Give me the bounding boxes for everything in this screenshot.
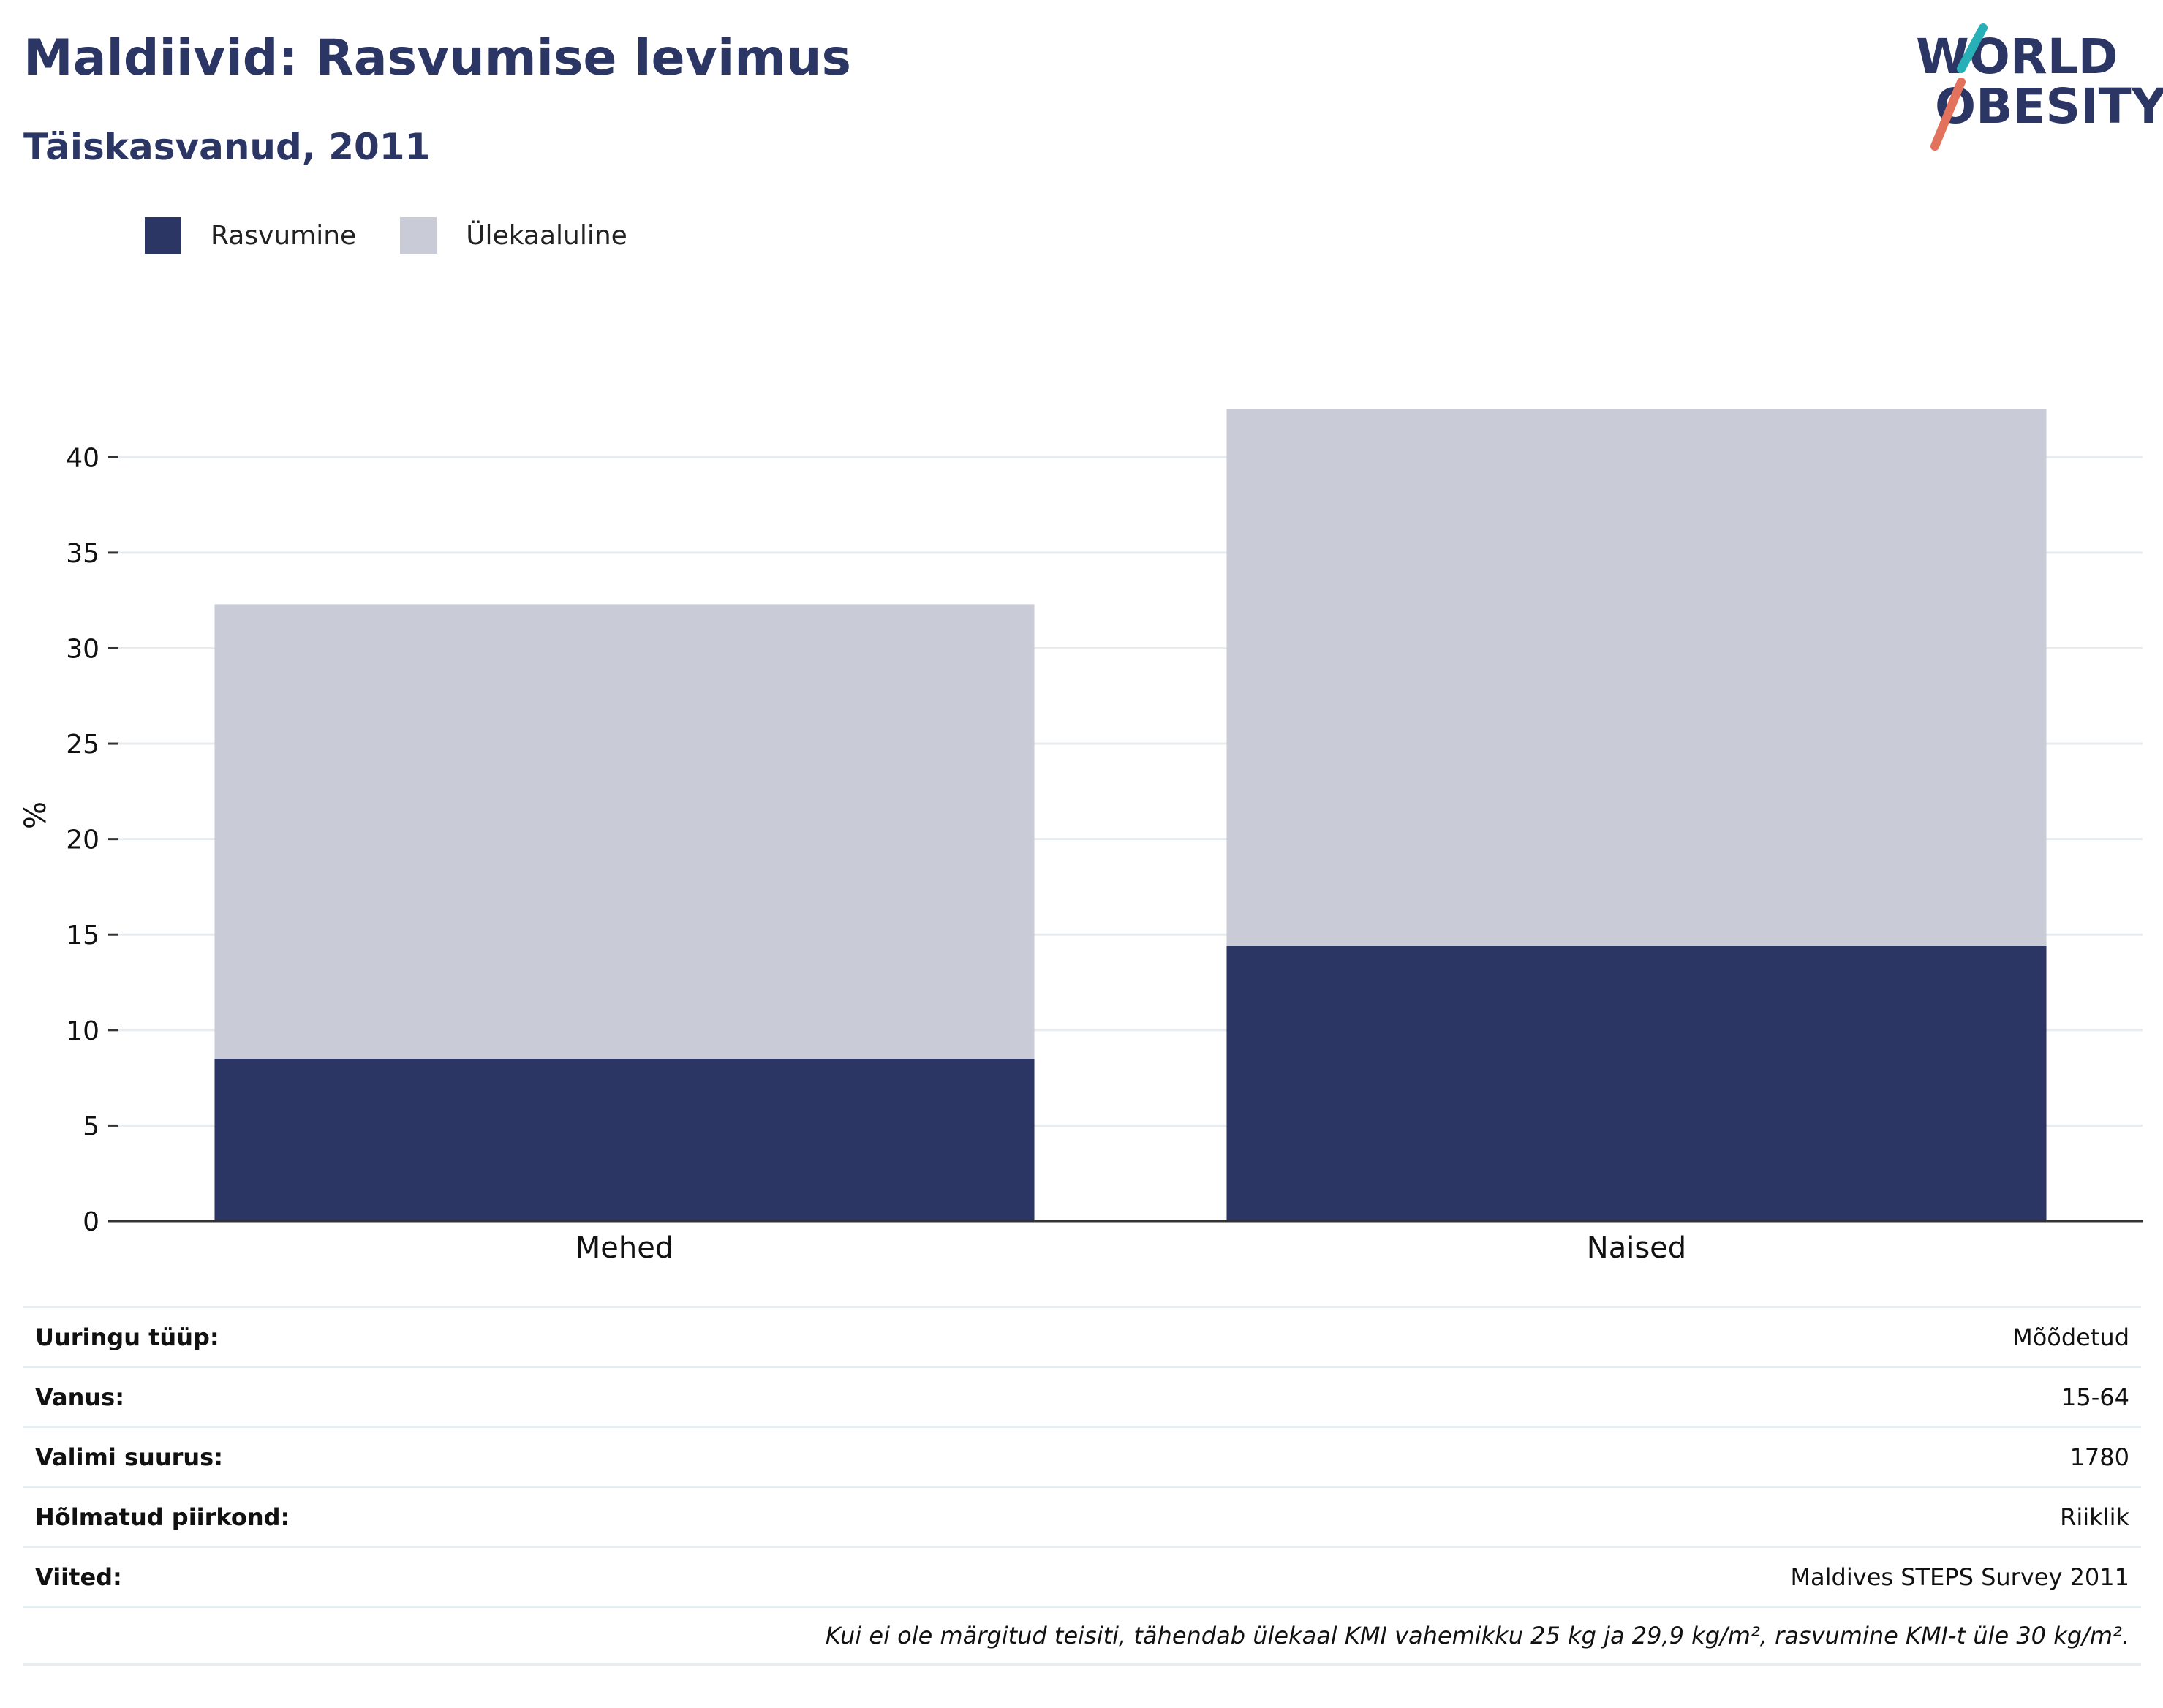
y-tick-label: 35: [66, 539, 99, 569]
row-key: Viited:: [35, 1562, 122, 1591]
stacked-bar-chart: 0 5 10 15 20 25 30 35 40% Mehed Naised: [0, 380, 2163, 1280]
y-axis-label: %: [19, 801, 53, 829]
page-subtitle: Täiskasvanud, 2011: [23, 126, 431, 168]
definition-note: Kui ei ole märgitud teisiti, tähendab ül…: [825, 1622, 2129, 1650]
world-obesity-logo: WORLD OBESITY: [1901, 22, 2163, 154]
bar-obesity-mehed: [214, 1059, 1035, 1221]
row-key: Hõlmatud piirkond:: [35, 1503, 290, 1531]
y-tick-label: 20: [66, 825, 99, 855]
legend-swatch-overweight: [400, 217, 437, 254]
bar-obesity-naised: [1226, 945, 2047, 1221]
y-tick-label: 25: [66, 730, 99, 760]
svg-text:OBESITY: OBESITY: [1935, 78, 2163, 135]
bar-overweight-mehed: [214, 604, 1035, 1059]
svg-text:WORLD: WORLD: [1916, 29, 2118, 85]
row-key: Vanus:: [35, 1383, 125, 1411]
legend-label-overweight: Ülekaaluline: [466, 220, 627, 251]
chart-legend: Rasvumine Ülekaaluline: [145, 216, 671, 254]
page-title: Maldiivid: Rasvumise levimus: [23, 29, 852, 87]
table-row: Uuringu tüüp: Mõõdetud: [23, 1306, 2141, 1366]
y-tick-label: 10: [66, 1016, 99, 1046]
y-tick-label: 40: [66, 443, 99, 473]
legend-item-obesity: Rasvumine: [145, 217, 356, 254]
y-tick-label: 15: [66, 921, 99, 951]
row-key: Valimi suurus:: [35, 1443, 224, 1471]
table-row: Viited: Maldives STEPS Survey 2011: [23, 1546, 2141, 1606]
survey-info-table: Uuringu tüüp: Mõõdetud Vanus: 15-64 Vali…: [23, 1306, 2141, 1666]
bar-overweight-naised: [1226, 409, 2047, 946]
legend-swatch-obesity: [145, 217, 181, 254]
row-value: Mõõdetud: [2012, 1323, 2129, 1351]
y-tick-label: 30: [66, 634, 99, 664]
row-value: 15-64: [2061, 1383, 2129, 1411]
x-tick-label: Naised: [1587, 1231, 1686, 1265]
row-value: Riiklik: [2060, 1503, 2129, 1531]
table-row: Hõlmatud piirkond: Riiklik: [23, 1486, 2141, 1546]
x-tick-label: Mehed: [575, 1231, 673, 1265]
definition-note-row: Kui ei ole märgitud teisiti, tähendab ül…: [23, 1606, 2141, 1666]
table-row: Valimi suurus: 1780: [23, 1426, 2141, 1486]
legend-item-overweight: Ülekaaluline: [400, 217, 627, 254]
row-value: Maldives STEPS Survey 2011: [1790, 1562, 2129, 1591]
y-tick-label: 0: [83, 1207, 99, 1237]
table-row: Vanus: 15-64: [23, 1366, 2141, 1426]
y-tick-label: 5: [83, 1111, 99, 1141]
row-key: Uuringu tüüp:: [35, 1323, 219, 1351]
row-value: 1780: [2069, 1443, 2129, 1471]
legend-label-obesity: Rasvumine: [211, 220, 357, 251]
